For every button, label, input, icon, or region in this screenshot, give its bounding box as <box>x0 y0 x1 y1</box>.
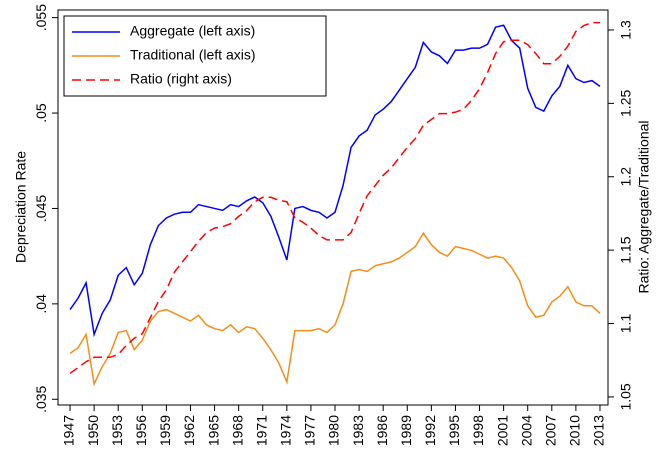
x-tick-label: 2004 <box>518 415 534 446</box>
x-tick-label: 1965 <box>205 415 221 446</box>
x-tick-label: 1953 <box>109 415 125 446</box>
x-tick-label: 1947 <box>61 415 77 446</box>
y2-tick-label: 1.2 <box>617 167 633 187</box>
x-tick-label: 1998 <box>470 415 486 446</box>
y2-tick-label: 1.1 <box>617 314 633 334</box>
y2-axis-title: Ratio: Aggregate/Traditional <box>636 120 652 293</box>
series-line <box>69 21 600 375</box>
x-tick-label: 1983 <box>350 415 366 446</box>
y-tick-label: .045 <box>33 195 49 222</box>
x-tick-label: 1989 <box>398 415 414 446</box>
x-tick-label: 1995 <box>446 415 462 446</box>
x-tick-label: 1992 <box>422 415 438 446</box>
y-tick-label: .04 <box>33 294 49 314</box>
x-tick-label: 2013 <box>591 415 607 446</box>
x-tick-label: 1977 <box>302 415 318 446</box>
x-tick-label: 1950 <box>85 415 101 446</box>
y2-tick-label: 1.15 <box>617 236 633 263</box>
y-tick-label: .05 <box>33 103 49 123</box>
y2-tick-label: 1.3 <box>617 20 633 40</box>
y-tick-label: .055 <box>33 4 49 31</box>
x-tick-label: 1962 <box>181 415 197 446</box>
x-tick-label: 1956 <box>133 415 149 446</box>
x-tick-label: 2001 <box>494 415 510 446</box>
x-tick-label: 1971 <box>253 415 269 446</box>
x-tick-label: 2007 <box>542 415 558 446</box>
plot-frame <box>57 9 609 406</box>
y2-tick-label: 1.25 <box>617 90 633 117</box>
y2-tick-label: 1.05 <box>617 383 633 410</box>
y-tick-label: .035 <box>33 385 49 412</box>
x-tick-label: 1974 <box>278 415 294 446</box>
legend-label: Ratio (right axis) <box>130 71 232 87</box>
legend-label: Traditional (left axis) <box>130 47 256 63</box>
x-tick-label: 2010 <box>567 415 583 446</box>
x-tick-label: 1968 <box>229 415 245 446</box>
series-line <box>69 231 601 387</box>
x-tick-label: 1980 <box>326 415 342 446</box>
legend-label: Aggregate (left axis) <box>130 23 255 39</box>
x-tick-label: 1986 <box>374 415 390 446</box>
x-tick-label: 1959 <box>157 415 173 446</box>
y-axis-title: Depreciation Rate <box>13 151 29 263</box>
